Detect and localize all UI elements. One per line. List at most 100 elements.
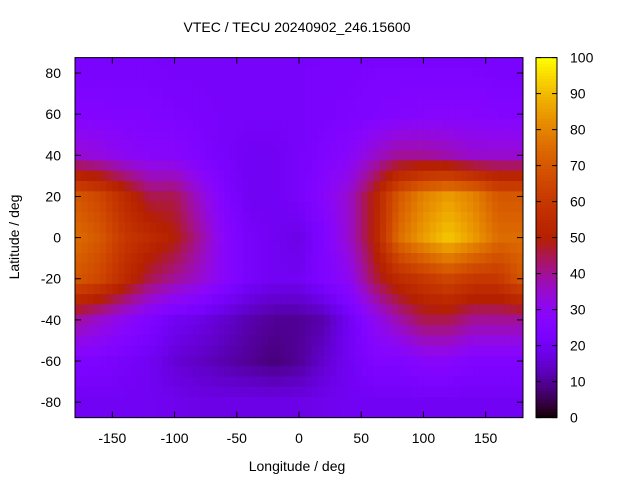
heatmap-cell: [230, 98, 238, 110]
heatmap-cell: [81, 109, 88, 120]
heatmap-cell: [187, 232, 194, 244]
heatmap-cell: [299, 181, 306, 192]
colorbar-segment: [536, 285, 557, 290]
heatmap-cell: [267, 57, 275, 69]
heatmap-cell: [336, 355, 344, 367]
heatmap-cell: [267, 191, 275, 203]
heatmap-cell: [485, 273, 493, 285]
heatmap-cell: [386, 294, 393, 305]
heatmap-cell: [404, 150, 412, 161]
heatmap-cell: [467, 386, 474, 398]
heatmap-cell: [510, 109, 518, 120]
heatmap-cell: [498, 160, 505, 172]
heatmap-cell: [193, 263, 200, 275]
heatmap-cell: [267, 211, 275, 223]
heatmap-cell: [118, 366, 126, 377]
heatmap-cell: [131, 181, 138, 192]
heatmap-cell: [75, 366, 82, 377]
heatmap-cell: [429, 366, 437, 377]
heatmap-cell: [118, 242, 126, 254]
colorbar-segment: [536, 201, 557, 206]
heatmap-cell: [367, 335, 375, 347]
heatmap-cell: [99, 119, 107, 131]
heatmap-cell: [417, 253, 424, 264]
heatmap-cell: [267, 119, 275, 131]
heatmap-cell: [81, 366, 88, 377]
colorbar-segment: [536, 78, 557, 83]
heatmap-cell: [199, 386, 207, 398]
heatmap-cell: [460, 211, 468, 223]
heatmap-cell: [93, 150, 101, 161]
heatmap-cell: [429, 129, 437, 141]
heatmap-cell: [218, 304, 225, 316]
heatmap-cell: [249, 191, 256, 203]
heatmap-cell: [516, 222, 524, 233]
heatmap-cell: [81, 407, 88, 419]
heatmap-cell: [168, 304, 176, 316]
colorbar-segment: [536, 117, 557, 122]
heatmap-cell: [404, 119, 412, 131]
heatmap-cell: [336, 407, 344, 419]
heatmap-cell: [479, 57, 487, 69]
heatmap-cell: [404, 109, 412, 120]
heatmap-cell: [448, 129, 456, 141]
heatmap-cell: [367, 170, 375, 182]
y-tick-label: 20: [45, 188, 61, 204]
heatmap-cell: [106, 242, 113, 254]
heatmap-cell: [118, 335, 126, 347]
heatmap-cell: [317, 191, 325, 203]
heatmap-cell: [317, 98, 325, 110]
heatmap-cell: [218, 376, 225, 388]
heatmap-cell: [99, 263, 107, 275]
heatmap-cell: [199, 191, 207, 203]
heatmap-cell: [330, 355, 337, 367]
heatmap-cell: [199, 119, 207, 131]
heatmap-cell: [211, 232, 219, 244]
colorbar-segment: [536, 315, 557, 320]
heatmap-cell: [243, 150, 250, 161]
heatmap-cell: [112, 109, 120, 120]
heatmap-cell: [124, 232, 132, 244]
heatmap-cell: [454, 88, 462, 100]
heatmap-cell: [249, 325, 256, 336]
colorbar-segment: [536, 270, 557, 275]
heatmap-cell: [348, 407, 356, 419]
heatmap-cell: [218, 181, 225, 192]
heatmap-cell: [187, 78, 194, 89]
heatmap-cell: [435, 335, 443, 347]
heatmap-cell: [317, 139, 325, 151]
heatmap-cell: [299, 397, 306, 408]
heatmap-cell: [193, 181, 200, 192]
heatmap-cell: [454, 119, 462, 131]
heatmap-cell: [162, 386, 169, 398]
heatmap-cell: [485, 283, 493, 295]
heatmap-cell: [155, 273, 163, 285]
heatmap-cell: [162, 109, 169, 120]
heatmap-cell: [205, 366, 213, 377]
heatmap-cell: [180, 98, 188, 110]
heatmap-cell: [149, 88, 157, 100]
heatmap-cell: [143, 376, 151, 388]
heatmap-cell: [336, 78, 344, 89]
heatmap-cell: [417, 397, 424, 408]
heatmap-cell: [504, 263, 512, 275]
heatmap-cell: [361, 355, 368, 367]
heatmap-cell: [299, 263, 306, 275]
heatmap-cell: [75, 88, 82, 100]
heatmap-cell: [255, 355, 263, 367]
heatmap-cell: [224, 283, 232, 295]
heatmap-cell: [243, 283, 250, 295]
heatmap-cell: [93, 222, 101, 233]
heatmap-cell: [498, 314, 505, 326]
heatmap-cell: [218, 397, 225, 408]
heatmap-cell: [205, 294, 213, 305]
heatmap-cell: [106, 150, 113, 161]
heatmap-cell: [236, 345, 244, 357]
heatmap-cell: [361, 314, 368, 326]
colorbar-segment: [536, 240, 557, 245]
heatmap-cell: [131, 232, 138, 244]
heatmap-cell: [429, 232, 437, 244]
heatmap-cell: [330, 283, 337, 295]
colorbar-segment: [536, 207, 557, 212]
heatmap-cell: [330, 335, 337, 347]
